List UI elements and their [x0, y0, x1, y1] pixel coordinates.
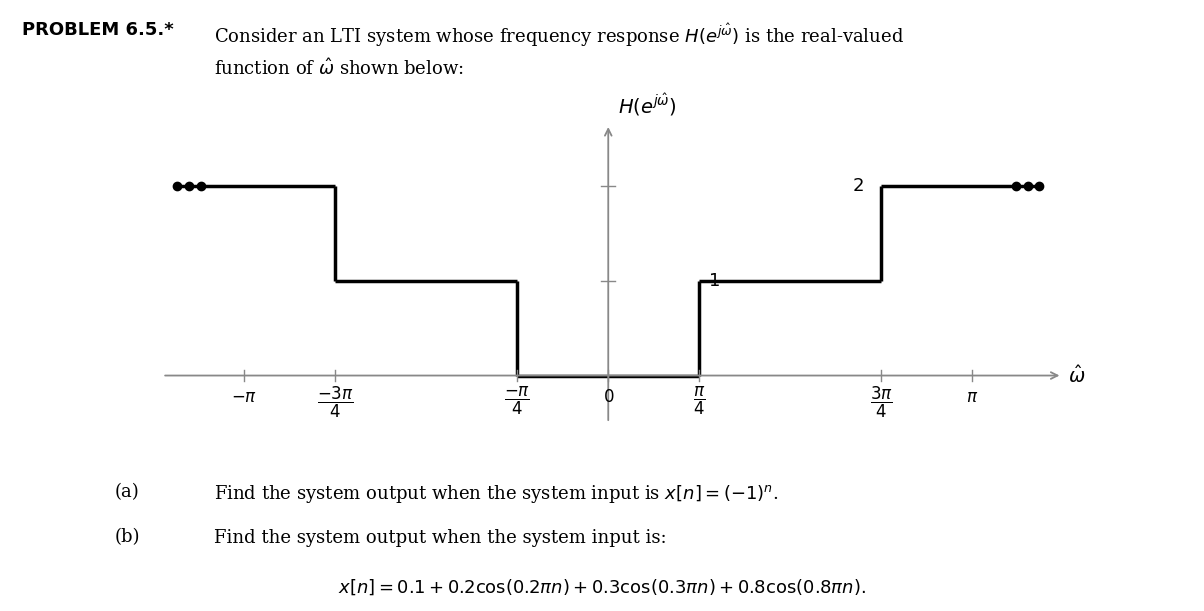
- Text: Consider an LTI system whose frequency response $H(e^{j\hat{\omega}})$ is the re: Consider an LTI system whose frequency r…: [214, 21, 904, 49]
- Text: (a): (a): [114, 483, 140, 500]
- Text: $x[n] = 0.1 + 0.2\cos(0.2\pi n) + 0.3\cos(0.3\pi n) + 0.8\cos(0.8\pi n).$: $x[n] = 0.1 + 0.2\cos(0.2\pi n) + 0.3\co…: [338, 577, 866, 597]
- Text: (b): (b): [114, 529, 140, 546]
- Text: $\dfrac{3\pi}{4}$: $\dfrac{3\pi}{4}$: [869, 385, 892, 420]
- Text: Find the system output when the system input is:: Find the system output when the system i…: [214, 529, 667, 546]
- Text: $\pi$: $\pi$: [966, 388, 978, 406]
- Text: $2$: $2$: [852, 177, 863, 195]
- Text: $H(e^{j\hat{\omega}})$: $H(e^{j\hat{\omega}})$: [618, 90, 677, 117]
- Text: $\dfrac{-3\pi}{4}$: $\dfrac{-3\pi}{4}$: [317, 385, 354, 420]
- Text: Find the system output when the system input is $x[n] = (-1)^n$.: Find the system output when the system i…: [214, 483, 779, 505]
- Text: $1$: $1$: [708, 272, 720, 290]
- Text: PROBLEM 6.5.*: PROBLEM 6.5.*: [22, 21, 173, 39]
- Text: $\dfrac{-\pi}{4}$: $\dfrac{-\pi}{4}$: [504, 385, 530, 417]
- Text: $0$: $0$: [602, 388, 614, 406]
- Text: $\dfrac{\pi}{4}$: $\dfrac{\pi}{4}$: [694, 385, 706, 417]
- Text: function of $\hat{\omega}$ shown below:: function of $\hat{\omega}$ shown below:: [214, 58, 465, 79]
- Text: $-\pi$: $-\pi$: [231, 388, 258, 406]
- Text: $\hat{\omega}$: $\hat{\omega}$: [1068, 365, 1086, 387]
